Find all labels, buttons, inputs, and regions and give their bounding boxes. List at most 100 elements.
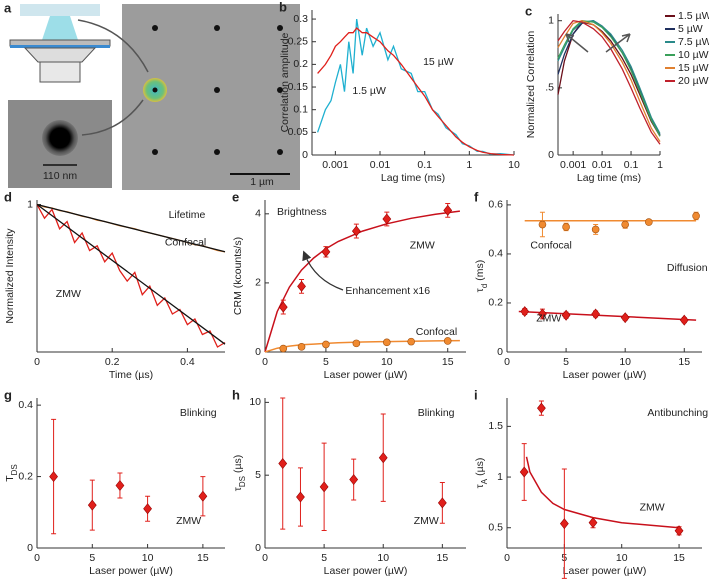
y-tick-label: 0.2 <box>488 297 503 309</box>
point <box>674 525 684 537</box>
panel-label: f <box>474 189 479 204</box>
point <box>383 338 391 347</box>
annotation: Blinking <box>418 407 455 419</box>
x-axis-label: Laser power (µW) <box>563 369 647 381</box>
y-axis-label-part: T <box>4 475 16 482</box>
beam <box>42 16 78 40</box>
y-tick-label: 1 <box>497 471 503 483</box>
x-tick-label: 0.1 <box>417 159 432 171</box>
x-tick-label: 0.4 <box>180 356 195 368</box>
annotation: Lifetime <box>169 209 206 221</box>
x-axis-label: Lag time (ms) <box>577 172 641 184</box>
x-axis-label: Laser power (µW) <box>324 369 408 381</box>
y-tick-label: 1 <box>27 198 33 210</box>
point <box>559 518 569 530</box>
objective <box>23 47 97 63</box>
y-tick-label: 0.15 <box>288 81 309 93</box>
y-tick-label: 0.2 <box>293 58 308 70</box>
y-tick-label: 0.3 <box>293 13 308 25</box>
y-tick-label: 0 <box>548 149 554 161</box>
series-line <box>518 310 697 321</box>
y-tick-label: 0 <box>497 346 503 358</box>
y-tick-label: 1.5 <box>488 420 503 432</box>
series-line <box>264 339 460 353</box>
arrow <box>605 33 631 53</box>
x-tick-label: 0 <box>34 552 40 564</box>
y-axis-label: τA (µs) <box>474 458 489 489</box>
x-tick-label: 15 <box>442 356 454 368</box>
y-tick-label: 0.1 <box>293 103 308 115</box>
x-axis-label: Laser power (µW) <box>324 565 408 577</box>
x-tick-label: 0.2 <box>105 356 120 368</box>
y-tick-label: 4 <box>255 208 261 220</box>
point <box>561 309 571 321</box>
point <box>621 220 629 229</box>
y-axis-label: Correlation amplitude <box>279 32 291 132</box>
x-tick-label: 0 <box>262 552 268 564</box>
y-axis-label: Normalized Correlation <box>525 31 537 139</box>
x-tick-label: 5 <box>563 356 569 368</box>
point <box>87 499 97 511</box>
x-tick-label: 5 <box>321 552 327 564</box>
x-tick-label: 1 <box>657 159 663 171</box>
point <box>407 337 415 346</box>
objective-body <box>39 61 81 83</box>
annotation: 15 µW <box>423 56 454 68</box>
y-axis-label: Normalized Intensity <box>4 228 16 324</box>
y-tick-label: 0 <box>27 542 33 554</box>
panel: b 0.001 0.01 0.1 1 10 0 0.05 0.1 0.15 0.2 0.25 0.3 La… <box>279 0 520 184</box>
point <box>645 218 653 226</box>
arrow <box>302 250 344 291</box>
x-tick-label: 1 <box>466 159 472 171</box>
point <box>297 343 306 351</box>
panel: c 0.001 0.01 0.1 1 0 .5 1 Lag time (ms) Normalize… <box>525 3 709 183</box>
y-tick-label: 0 <box>255 542 261 554</box>
arrow <box>81 99 144 136</box>
panel-label: a <box>4 0 12 15</box>
series-line <box>317 27 515 156</box>
y-tick-label: 10 <box>249 396 261 408</box>
y-tick-label: 0.4 <box>488 248 503 260</box>
x-tick-label: 0 <box>262 356 268 368</box>
y-axis-label-part: τ <box>232 486 244 491</box>
y-tick-label: 0.05 <box>288 126 309 138</box>
panel-label: h <box>232 387 240 402</box>
y-axis-label: τDS (µs) <box>232 455 247 492</box>
x-tick-label: 15 <box>197 552 209 564</box>
x-tick-label: 0.01 <box>370 159 391 171</box>
x-axis-label: Lag time (ms) <box>381 172 445 184</box>
point <box>296 491 305 503</box>
arrow <box>565 33 589 53</box>
metal-film <box>10 45 110 48</box>
point <box>349 474 359 486</box>
point <box>443 204 453 216</box>
x-tick-label: 10 <box>619 356 631 368</box>
y-axis-label-part: (µs) <box>474 458 486 476</box>
x-tick-label: 0.001 <box>560 159 586 171</box>
annotation: ZMW <box>414 515 439 527</box>
x-tick-label: 10 <box>377 552 389 564</box>
aperture <box>42 120 78 156</box>
point <box>519 466 529 478</box>
panel-label: i <box>474 387 478 402</box>
scale-label: 1 µm <box>250 176 274 188</box>
y-axis-label: TDS <box>4 464 19 482</box>
x-axis-label: Laser power (µW) <box>89 565 173 577</box>
series-line <box>557 20 661 142</box>
y-tick-label: 0.4 <box>18 399 33 411</box>
annotation: Confocal <box>165 236 206 248</box>
point <box>115 480 125 491</box>
panel: e 0 5 10 15 0 2 4 Laser power (µW) CRM (kcounts/s… <box>232 189 466 381</box>
y-tick-label: 1 <box>548 14 554 26</box>
panel-label: d <box>4 189 12 204</box>
point <box>378 452 388 464</box>
annotation: Blinking <box>180 407 217 419</box>
panel: f 0 5 10 15 0 0.2 0.4 0.6 Laser power (µW) τd (ms) D… <box>474 189 708 380</box>
series-line <box>557 19 661 145</box>
point <box>321 246 331 258</box>
point <box>679 314 689 326</box>
arrow <box>77 19 149 73</box>
point <box>588 517 598 529</box>
x-tick-label: 10 <box>616 552 628 564</box>
